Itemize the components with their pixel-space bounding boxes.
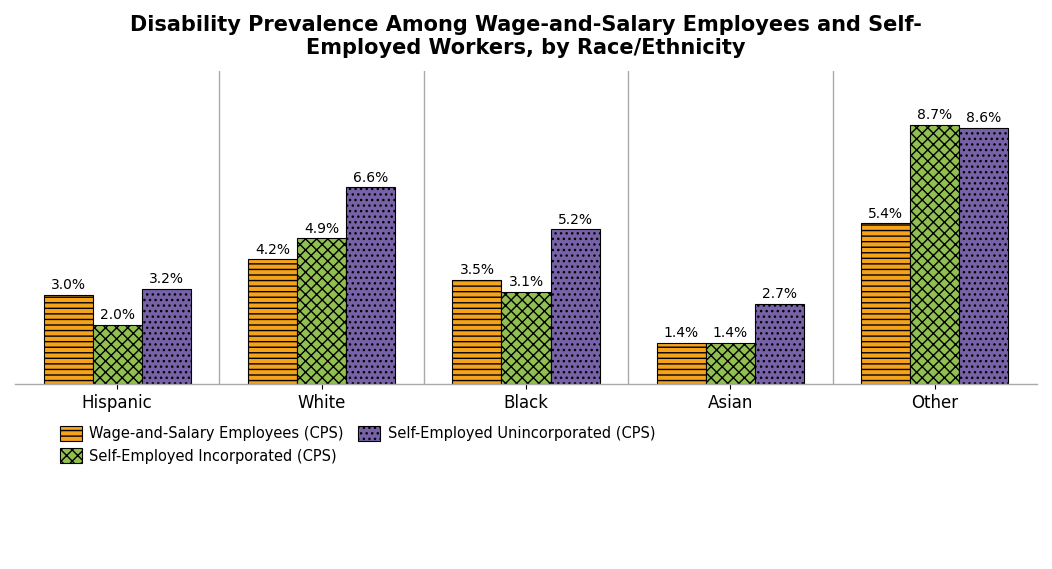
- Bar: [862, 223, 910, 384]
- Text: 1.4%: 1.4%: [713, 326, 748, 340]
- Bar: [959, 127, 1009, 384]
- Bar: [656, 343, 706, 384]
- Text: 8.7%: 8.7%: [917, 108, 952, 122]
- Bar: [346, 187, 396, 384]
- Text: 3.0%: 3.0%: [50, 278, 85, 292]
- Text: 4.9%: 4.9%: [304, 222, 339, 236]
- Text: 3.1%: 3.1%: [508, 275, 544, 290]
- Text: 1.4%: 1.4%: [664, 326, 699, 340]
- Text: 3.2%: 3.2%: [148, 273, 184, 286]
- Bar: [910, 125, 959, 384]
- Title: Disability Prevalence Among Wage-and-Salary Employees and Self-
Employed Workers: Disability Prevalence Among Wage-and-Sal…: [130, 15, 922, 58]
- Bar: [706, 343, 755, 384]
- Bar: [502, 292, 550, 384]
- Bar: [452, 280, 502, 384]
- Text: 2.0%: 2.0%: [100, 308, 135, 322]
- Text: 3.5%: 3.5%: [460, 263, 494, 278]
- Bar: [142, 289, 190, 384]
- Text: 4.2%: 4.2%: [255, 242, 290, 257]
- Text: 8.6%: 8.6%: [966, 111, 1002, 125]
- Legend: Wage-and-Salary Employees (CPS), Self-Employed Incorporated (CPS), Self-Employed: Wage-and-Salary Employees (CPS), Self-Em…: [53, 418, 663, 471]
- Bar: [550, 229, 600, 384]
- Bar: [755, 304, 804, 384]
- Text: 5.4%: 5.4%: [868, 207, 904, 221]
- Text: 5.2%: 5.2%: [558, 213, 592, 226]
- Bar: [93, 325, 142, 384]
- Bar: [43, 295, 93, 384]
- Text: 2.7%: 2.7%: [762, 287, 797, 302]
- Bar: [297, 238, 346, 384]
- Text: 6.6%: 6.6%: [353, 171, 388, 185]
- Bar: [248, 259, 297, 384]
